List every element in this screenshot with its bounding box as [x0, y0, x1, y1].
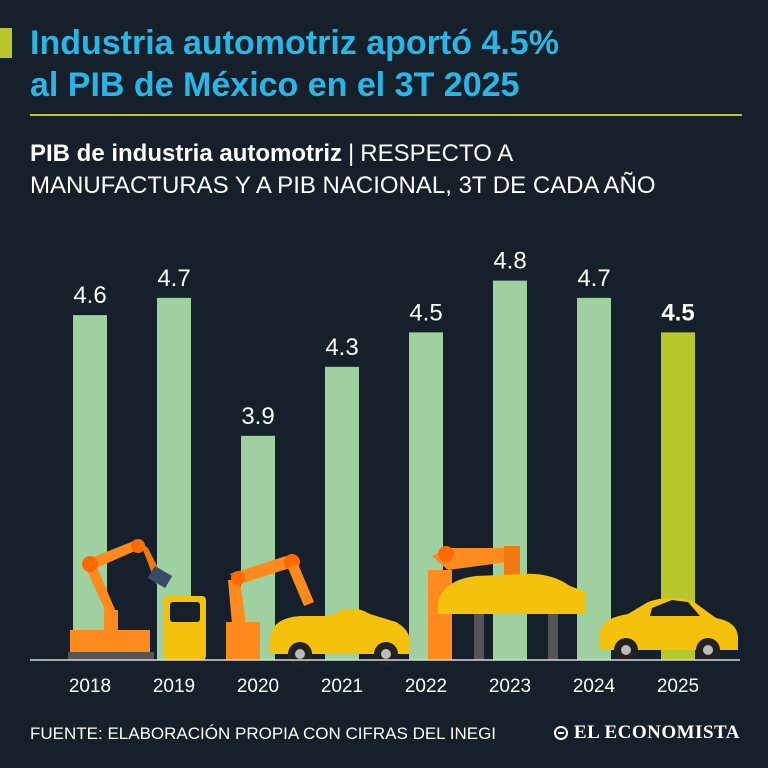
- x-tick-label-2021: 2021: [321, 676, 363, 697]
- logo-icon: [553, 726, 568, 740]
- subtitle-rest: RESPECTO A: [360, 140, 514, 167]
- value-label-2020: 3.9: [241, 403, 274, 430]
- x-tick-label-2023: 2023: [489, 676, 531, 697]
- chart-title: Industria automotriz aportó 4.5% al PIB …: [30, 22, 750, 106]
- subtitle-separator: |: [348, 140, 355, 167]
- car-icon: [438, 573, 586, 660]
- robot-arm-icon: [428, 546, 520, 660]
- value-label-2021: 4.3: [325, 334, 358, 361]
- x-tick-label-2025: 2025: [657, 676, 699, 697]
- labels-layer: 4.6 2018 4.7 2019 3.9 2020 4.3 2021 4.5 2022 4.8 20…: [69, 248, 699, 697]
- title-line-1: Industria automotriz aportó 4.5%: [30, 24, 559, 62]
- logo-text: EL ECONOMISTA: [573, 722, 740, 743]
- bar-2018: [73, 315, 107, 660]
- value-label-2023: 4.8: [493, 248, 526, 275]
- title-divider: [30, 114, 742, 116]
- value-label-2022: 4.5: [409, 299, 442, 326]
- publisher-logo: EL ECONOMISTA: [553, 722, 740, 744]
- chart-subtitle: PIB de industria automotriz | RESPECTO A M…: [30, 138, 750, 202]
- x-tick-label-2019: 2019: [153, 676, 195, 697]
- value-label-2018: 4.6: [73, 282, 106, 309]
- subtitle-line-2: MANUFACTURAS Y A PIB NACIONAL, 3T DE CAD…: [30, 172, 656, 199]
- x-tick-label-2022: 2022: [405, 676, 447, 697]
- car-icon: [600, 598, 738, 662]
- value-label-2025: 4.5: [661, 299, 694, 326]
- subtitle-bold: PIB de industria automotriz: [30, 140, 343, 167]
- title-line-2: al PIB de México en el 3T 2025: [30, 66, 520, 104]
- title-accent-bar: [0, 28, 12, 58]
- source-note: FUENTE: ELABORACIÓN PROPIA CON CIFRAS DE…: [30, 724, 497, 743]
- value-label-2024: 4.7: [577, 265, 610, 292]
- value-label-2019: 4.7: [157, 265, 190, 292]
- factory-illustration: [68, 539, 738, 666]
- bar-chart: 4.6 2018 4.7 2019 3.9 2020 4.3 2021 4.5 2022 4.8 20…: [30, 248, 740, 697]
- x-tick-label-2024: 2024: [573, 676, 616, 697]
- x-tick-label-2018: 2018: [69, 676, 111, 697]
- x-tick-label-2020: 2020: [237, 676, 279, 697]
- car-door-icon: [164, 596, 206, 660]
- robot-arm-icon: [226, 554, 314, 660]
- robot-arm-icon: [68, 539, 173, 660]
